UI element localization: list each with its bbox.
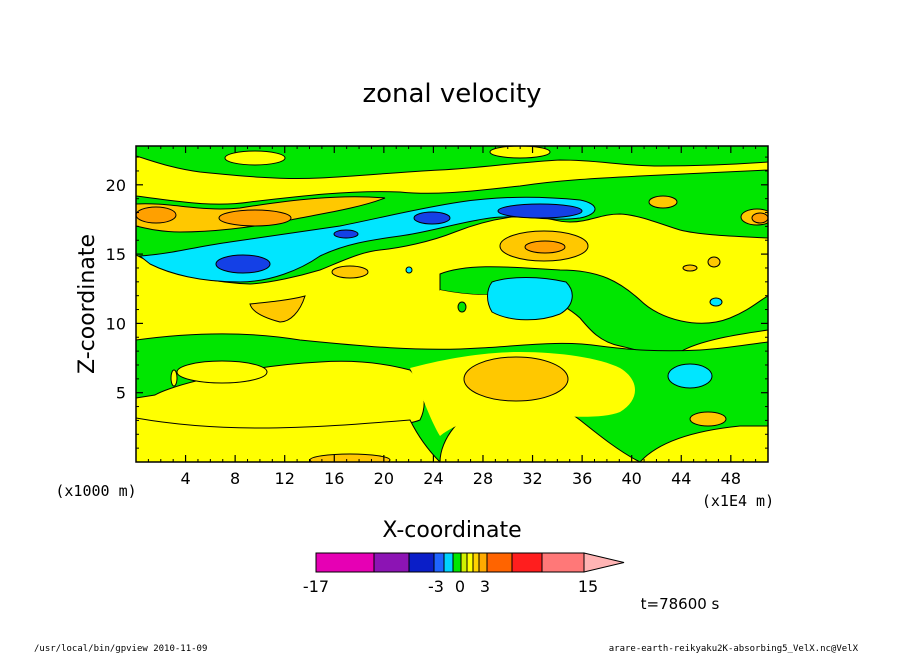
x-tick-label: 40 bbox=[622, 469, 642, 488]
x-tick-label: 32 bbox=[522, 469, 542, 488]
contour-blue-core-1 bbox=[215, 254, 271, 274]
contour-blue-core-4 bbox=[497, 203, 583, 219]
colorbar-segment bbox=[486, 552, 513, 573]
y-tick-label: 20 bbox=[106, 176, 126, 195]
contour-yellow-sliver bbox=[170, 369, 178, 387]
contour-orange-small-1 bbox=[648, 195, 678, 209]
x-tick-label: 4 bbox=[180, 469, 190, 488]
x-tick-label: 48 bbox=[721, 469, 741, 488]
colorbar-segment bbox=[315, 552, 375, 573]
colorbar-segment bbox=[433, 552, 445, 573]
y-axis-label: Z-coordinate bbox=[75, 234, 100, 374]
contour-orange-bottom bbox=[309, 453, 391, 462]
colorbar-segment bbox=[452, 552, 462, 573]
y-axis-ticks: 5 10 15 20 bbox=[106, 156, 768, 449]
chart-title: zonal velocity bbox=[362, 79, 541, 109]
colorbar-label: 0 bbox=[455, 577, 465, 596]
colorbar-label: -3 bbox=[428, 577, 444, 596]
x-axis-unit: (x1E4 m) bbox=[702, 492, 774, 510]
y-tick-label: 15 bbox=[106, 245, 126, 264]
contour-cyan-dot bbox=[405, 266, 413, 274]
time-label: t=78600 s bbox=[641, 595, 720, 613]
contour-orange-core-mid-right bbox=[524, 240, 566, 254]
footer-left: /usr/local/bin/gpview 2010-11-09 bbox=[34, 644, 207, 654]
plot-frame bbox=[135, 145, 769, 463]
contour-yellow-bottom-right bbox=[639, 425, 768, 462]
contour-yellow-bottom-left bbox=[136, 417, 441, 462]
colorbar-label: -17 bbox=[303, 577, 329, 596]
x-tick-label: 44 bbox=[671, 469, 691, 488]
contour-yellow-lower-left bbox=[176, 360, 268, 384]
x-tick-label: 24 bbox=[423, 469, 443, 488]
contour-orange-small-core bbox=[751, 212, 768, 224]
contour-green-uppermost bbox=[136, 146, 768, 180]
footer-right: arare-earth-reikyaku2K-absorbing5_VelX.n… bbox=[609, 644, 859, 654]
x-tick-label: 20 bbox=[374, 469, 394, 488]
colorbar-segment bbox=[443, 552, 454, 573]
x-tick-label: 12 bbox=[275, 469, 295, 488]
contour-orange-small-4 bbox=[249, 295, 306, 323]
colorbar-segment bbox=[466, 552, 474, 573]
colorbar-arrow bbox=[583, 552, 625, 573]
contour-cyan-dot-2 bbox=[709, 297, 723, 307]
x-axis-ticks: 4 8 12 16 20 24 28 32 36 40 44 48 bbox=[147, 146, 757, 488]
colorbar: -17 -3 0 3 15 bbox=[303, 552, 625, 596]
colorbar-segment bbox=[541, 552, 585, 573]
colorbar-segment bbox=[478, 552, 488, 573]
colorbar-segment bbox=[373, 552, 410, 573]
y-axis-unit: (x1000 m) bbox=[55, 482, 136, 500]
x-axis-label: X-coordinate bbox=[382, 518, 521, 543]
x-tick-label: 28 bbox=[473, 469, 493, 488]
contour-cyan-blob-mid bbox=[487, 277, 573, 321]
contour-orange-dot-2 bbox=[707, 256, 721, 268]
contour-orange-lower-right bbox=[689, 411, 727, 427]
contour-orange-dot-1 bbox=[682, 264, 698, 272]
contour-green-dot bbox=[457, 301, 467, 313]
contour-blue-core-2 bbox=[333, 229, 359, 239]
x-tick-label: 16 bbox=[324, 469, 344, 488]
y-tick-label: 5 bbox=[116, 384, 126, 403]
contour-orange-core-left bbox=[136, 206, 177, 224]
y-tick-label: 10 bbox=[106, 314, 126, 333]
contour-orange-core-mid bbox=[218, 209, 292, 227]
x-tick-label: 36 bbox=[572, 469, 592, 488]
colorbar-label: 15 bbox=[578, 577, 598, 596]
x-tick-label: 8 bbox=[230, 469, 240, 488]
contour-cyan-lower-right bbox=[667, 363, 713, 389]
colorbar-segment bbox=[472, 552, 480, 573]
colorbar-segment bbox=[511, 552, 543, 573]
contour-yellow-cap-2 bbox=[489, 146, 551, 159]
colorbar-label: 3 bbox=[480, 577, 490, 596]
colorbar-segment bbox=[460, 552, 468, 573]
colorbar-segment bbox=[408, 552, 435, 573]
contour-field bbox=[136, 146, 768, 462]
contour-orange-lower bbox=[463, 356, 569, 402]
contour-blue-core-3 bbox=[413, 211, 451, 225]
contour-yellow-cap-1 bbox=[224, 150, 286, 166]
contour-orange-small-3 bbox=[331, 265, 369, 279]
